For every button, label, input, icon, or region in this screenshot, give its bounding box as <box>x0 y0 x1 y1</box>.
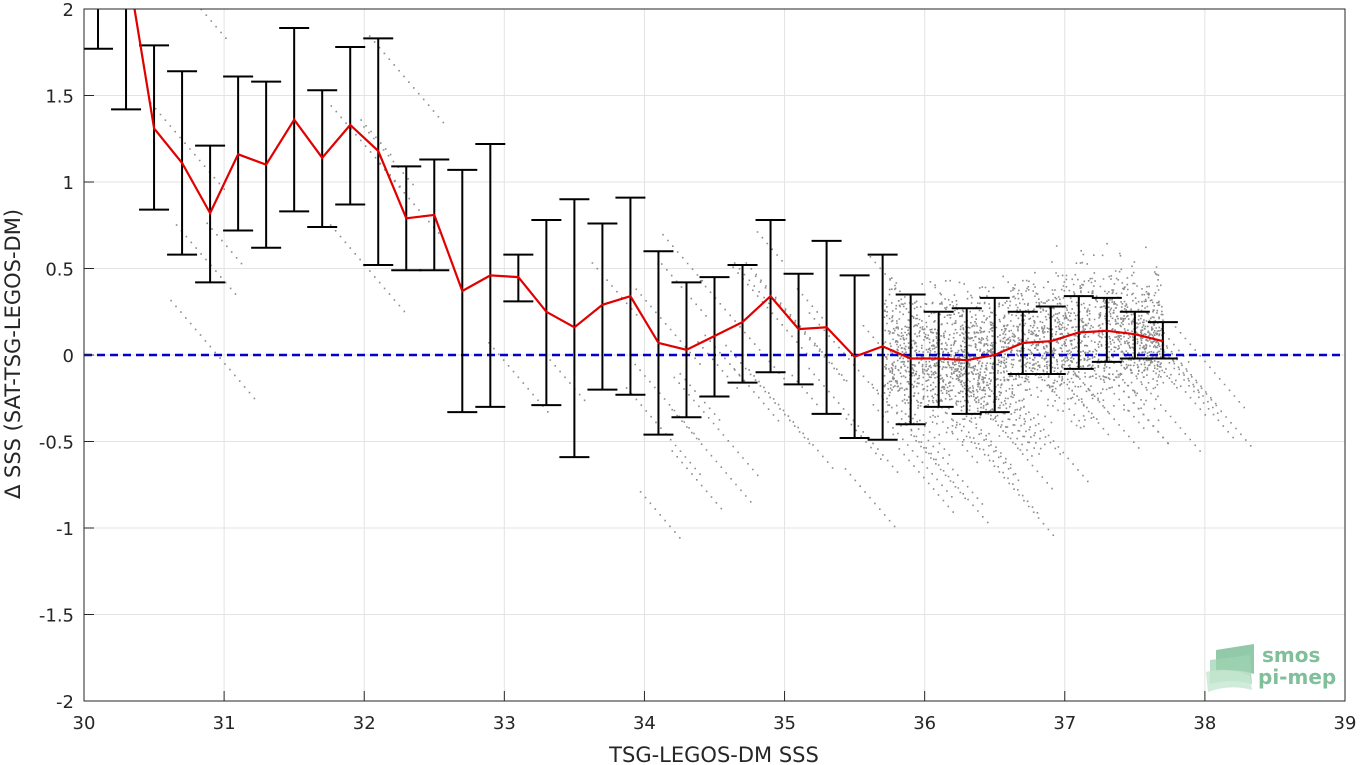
x-tick-label: 37 <box>1053 713 1076 734</box>
y-tick-label: 0 <box>63 346 74 367</box>
logo-waves-icon <box>1206 644 1254 692</box>
mean-line-group <box>133 9 1164 362</box>
x-tick-label: 32 <box>353 713 376 734</box>
y-axis-title: Δ SSS (SAT-TSG-LEGOS-DM) <box>1 209 25 499</box>
x-axis-title: TSG-LEGOS-DM SSS <box>608 743 819 765</box>
y-tick-label: -1 <box>56 519 74 540</box>
y-tick-label: -2 <box>56 692 74 713</box>
error-bar <box>111 9 142 111</box>
smos-pi-mep-logo: smos pi-mep <box>1206 643 1336 692</box>
logo-line2: pi-mep <box>1258 665 1336 689</box>
y-tick-label: -0.5 <box>39 433 74 454</box>
logo-line1: smos <box>1262 643 1320 667</box>
error-bar <box>727 264 758 384</box>
error-bar <box>84 9 114 50</box>
x-tick-label: 33 <box>493 713 516 734</box>
y-tick-label: 1 <box>63 173 74 194</box>
x-tick-label: 35 <box>773 713 796 734</box>
y-tick-labels: 2 1.5 1 0.5 0 -0.5 -1 -1.5 -2 <box>39 0 74 713</box>
x-tick-label: 31 <box>213 713 236 734</box>
axes-frame <box>83 8 1346 702</box>
x-tick-label: 36 <box>913 713 936 734</box>
x-tick-label: 34 <box>633 713 656 734</box>
error-bar <box>587 222 618 391</box>
y-tick-label: 0.5 <box>45 260 74 281</box>
x-tick-label: 39 <box>1334 713 1357 734</box>
x-tick-label: 38 <box>1193 713 1216 734</box>
y-tick-label: 1.5 <box>45 87 74 108</box>
mean-line <box>133 9 1164 362</box>
y-tick-label: 2 <box>63 0 74 21</box>
x-tick-label: 30 <box>73 713 96 734</box>
y-tick-label: -1.5 <box>39 606 74 627</box>
x-tick-labels: 30 31 32 33 34 35 36 37 38 39 <box>73 713 1357 734</box>
